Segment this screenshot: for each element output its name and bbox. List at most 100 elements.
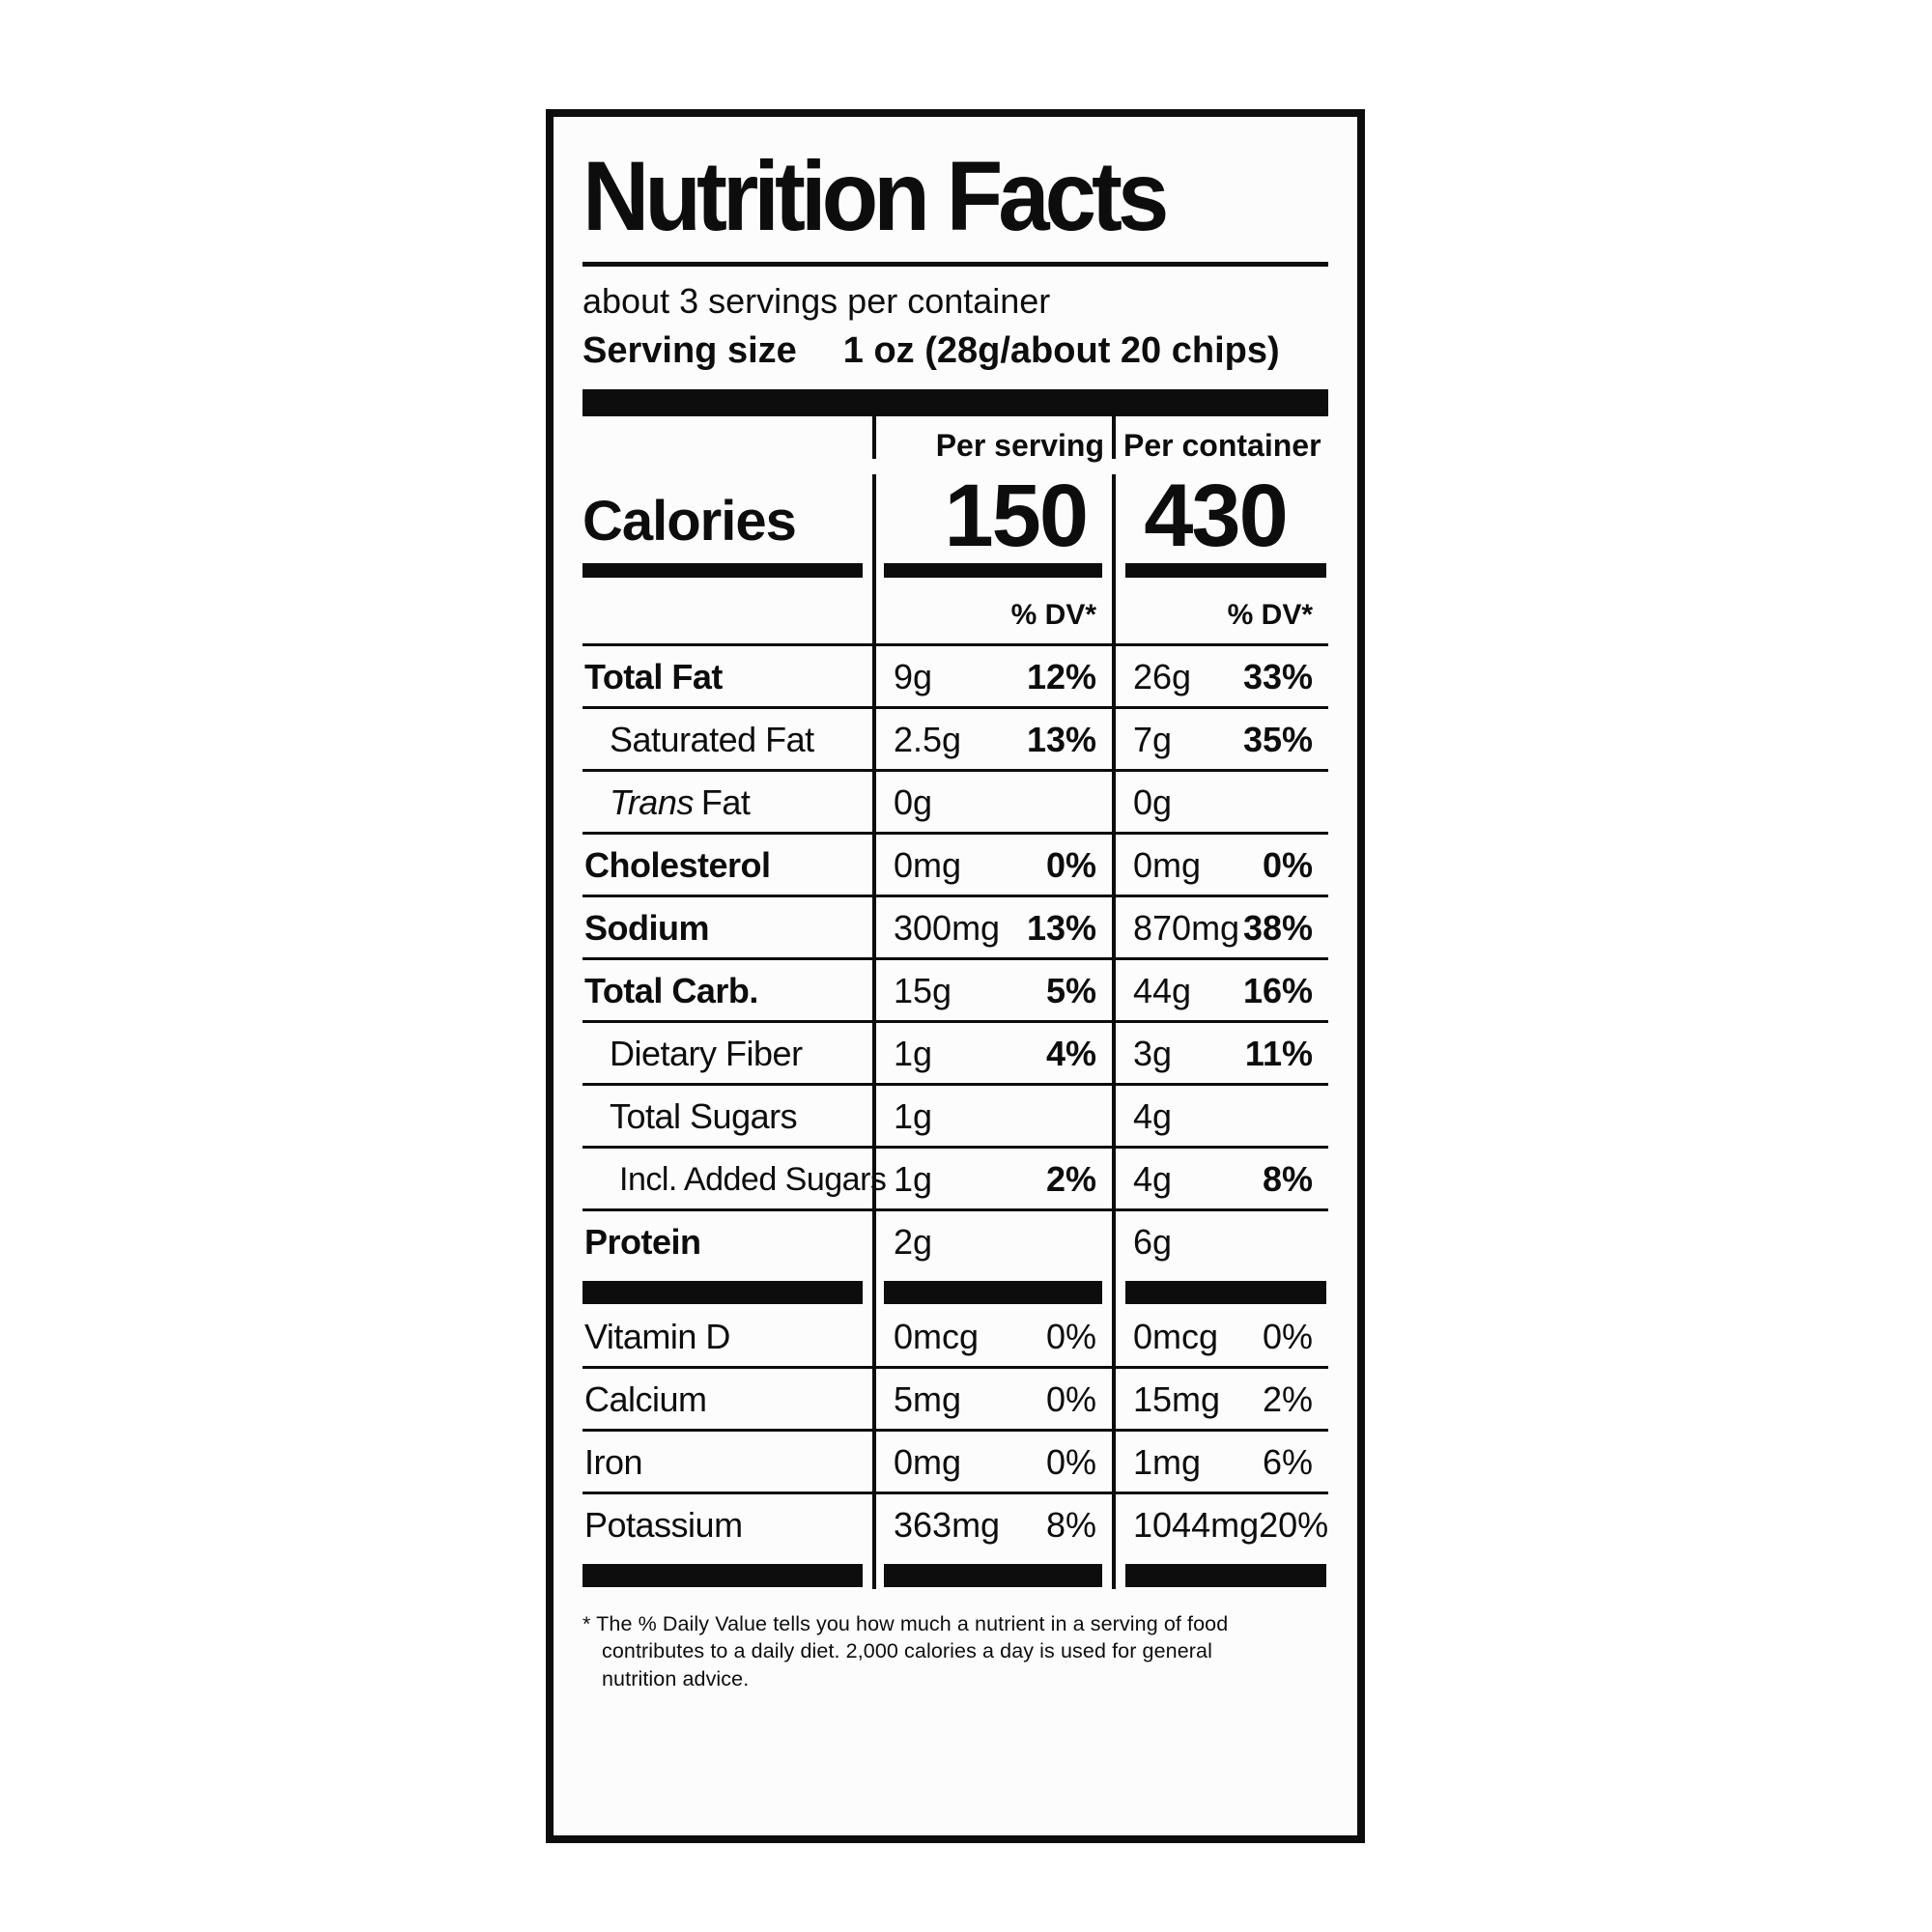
amount: 870mg (1133, 907, 1240, 948)
percent-dv: 6% (1262, 1441, 1313, 1482)
calories-underline-container (1112, 558, 1328, 578)
percent-dv: 0% (1045, 1316, 1096, 1356)
nutrient-name: Iron (584, 1441, 643, 1482)
percent-dv: 8% (1045, 1504, 1096, 1545)
percent-dv: 8% (1262, 1158, 1313, 1199)
per-container-header: Per container (1112, 415, 1328, 463)
calories-values-row: Calories 150 430 (582, 459, 1328, 561)
amount: 0g (894, 781, 933, 822)
divider-segment (1112, 1270, 1328, 1306)
nutrient-name: Incl. Added Sugars (619, 1160, 887, 1198)
amount: 0mg (1133, 844, 1202, 885)
thick-divider-bottom (582, 1553, 1328, 1589)
container-values: 15mg 2% (1112, 1368, 1328, 1429)
amount: 4g (1133, 1095, 1173, 1136)
percent-dv: 0% (1262, 1316, 1313, 1356)
nutrient-name: Total Carb. (584, 970, 758, 1010)
nutrient-row-protein: Protein 2g 6g (582, 1208, 1328, 1271)
calories-header-spacer (582, 416, 872, 459)
serving-values: 0mcg 0% (872, 1305, 1112, 1366)
calories-per-serving-value: 150 (872, 471, 1112, 561)
container-values: 4g 8% (1112, 1148, 1328, 1208)
divider-segment (582, 1271, 872, 1306)
container-values: 44g 16% (1112, 959, 1328, 1020)
amount: 15mg (1133, 1378, 1221, 1419)
calories-underline-serving (872, 558, 1112, 578)
amount: 1g (894, 1095, 933, 1136)
percent-dv: 11% (1244, 1033, 1313, 1073)
amount: 2.5g (894, 719, 962, 759)
serving-size-label: Serving size (582, 330, 797, 372)
vitamin-row-vitamin-d: Vitamin D 0mcg 0% 0mcg 0% (582, 1305, 1328, 1366)
nutrient-name: Total Fat (584, 656, 723, 696)
nutrient-name: Potassium (584, 1504, 743, 1545)
nutrient-name: Sodium (584, 907, 710, 948)
serving-values: 1g 2% (872, 1148, 1112, 1208)
calories-word: Calories (582, 489, 797, 553)
percent-dv: 12% (1026, 656, 1096, 696)
container-values: 6g (1112, 1210, 1328, 1271)
nutrient-name-rest: Fat (700, 781, 751, 822)
nutrient-row-sodium: Sodium 300mg 13% 870mg 38% (582, 894, 1328, 957)
nutrient-row-saturated-fat: Saturated Fat 2.5g 13% 7g 35% (582, 705, 1328, 769)
nutrient-row-dietary-fiber: Dietary Fiber 1g 4% 3g 11% (582, 1019, 1328, 1083)
serving-values: 1g 4% (872, 1022, 1112, 1083)
amount: 0mcg (894, 1316, 980, 1356)
nutrient-name-italic: Trans (610, 781, 694, 822)
vitamin-row-iron: Iron 0mg 0% 1mg 6% (582, 1428, 1328, 1492)
nutrient-row-total-sugars: Total Sugars 1g 4g (582, 1082, 1328, 1146)
nutrient-name: Saturated Fat (610, 719, 814, 759)
serving-values: 2.5g 13% (872, 708, 1112, 769)
container-values: 0mcg 0% (1112, 1305, 1328, 1366)
container-values: 4g (1112, 1085, 1328, 1146)
nutrient-name: Calcium (584, 1378, 707, 1419)
percent-dv: 0% (1045, 844, 1096, 885)
percent-dv: 0% (1045, 1441, 1096, 1482)
title-divider (582, 262, 1328, 267)
percent-dv: 38% (1242, 907, 1313, 948)
nutrient-name: Total Sugars (610, 1095, 798, 1136)
per-serving-header: Per serving (872, 415, 1112, 463)
serving-values: 0g (872, 771, 1112, 832)
amount: 2g (894, 1221, 933, 1262)
amount: 7g (1133, 719, 1173, 759)
container-values: 1044mg 20% (1112, 1493, 1344, 1554)
footnote-line: nutrition advice. (602, 1666, 750, 1690)
serving-values: 5mg 0% (872, 1368, 1112, 1429)
percent-dv: 35% (1242, 719, 1313, 759)
serving-values: 2g (872, 1210, 1112, 1271)
percent-dv: 13% (1026, 907, 1096, 948)
nutrient-name: Cholesterol (584, 844, 771, 885)
percent-dv: 2% (1045, 1158, 1096, 1199)
nutrient-name: Dietary Fiber (610, 1033, 803, 1073)
container-values: 1mg 6% (1112, 1431, 1328, 1492)
calories-header-row: Per serving Per container (582, 415, 1328, 463)
footnote-line: * The % Daily Value tells you how much a… (582, 1611, 1229, 1635)
serving-values: 9g 12% (872, 645, 1112, 706)
percent-dv: 0% (1045, 1378, 1096, 1419)
percent-dv: 2% (1262, 1378, 1313, 1419)
nutrition-facts-label: Nutrition Facts about 3 servings per con… (546, 109, 1365, 1843)
amount: 15g (894, 970, 952, 1010)
percent-dv: 33% (1242, 656, 1313, 696)
nutrient-row-cholesterol: Cholesterol 0mg 0% 0mg 0% (582, 831, 1328, 895)
nutrient-row-added-sugars: Incl. Added Sugars 1g 2% 4g 8% (582, 1145, 1328, 1208)
servings-per-container: about 3 servings per container (582, 281, 1051, 321)
calories-per-container-value: 430 (1112, 471, 1328, 561)
amount: 5mg (894, 1378, 962, 1419)
dv-header-container: % DV* (1112, 577, 1328, 643)
percent-dv: 4% (1045, 1033, 1096, 1073)
dv-header-serving: % DV* (872, 577, 1112, 643)
divider-segment (872, 1553, 1112, 1589)
amount: 26g (1133, 656, 1192, 696)
nutrient-name: Trans Fat (582, 772, 872, 832)
amount: 3g (1133, 1033, 1173, 1073)
serving-size-value: 1 oz (28g/about 20 chips) (842, 330, 1280, 372)
percent-dv: 16% (1242, 970, 1313, 1010)
footnote-line: contributes to a daily diet. 2,000 calor… (602, 1639, 1212, 1663)
container-values: 26g 33% (1112, 645, 1328, 706)
calories-underline-row (582, 558, 1328, 578)
amount: 44g (1133, 970, 1192, 1010)
nutrient-row-total-fat: Total Fat 9g 12% 26g 33% (582, 642, 1328, 706)
